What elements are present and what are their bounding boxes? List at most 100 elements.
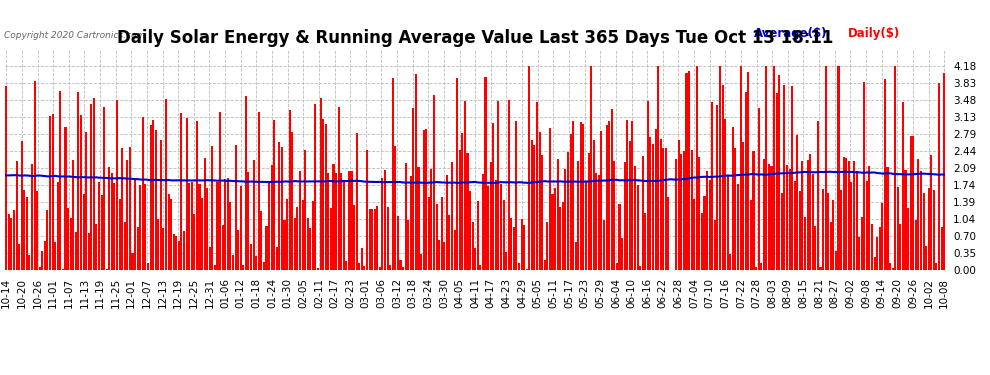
Bar bbox=[317, 268, 319, 270]
Bar bbox=[18, 244, 20, 270]
Bar bbox=[273, 120, 275, 270]
Bar bbox=[828, 193, 830, 270]
Bar bbox=[268, 181, 270, 270]
Bar bbox=[680, 154, 682, 270]
Bar bbox=[371, 209, 373, 270]
Bar bbox=[333, 164, 335, 270]
Bar bbox=[642, 156, 644, 270]
Bar bbox=[299, 171, 301, 270]
Bar bbox=[366, 150, 368, 270]
Bar bbox=[847, 161, 849, 270]
Bar bbox=[384, 171, 386, 270]
Bar bbox=[363, 266, 365, 270]
Bar bbox=[768, 164, 770, 270]
Bar bbox=[598, 175, 600, 270]
Bar bbox=[749, 200, 752, 270]
Bar bbox=[353, 206, 355, 270]
Bar bbox=[201, 198, 203, 270]
Bar bbox=[145, 184, 147, 270]
Bar bbox=[654, 129, 656, 270]
Bar bbox=[36, 190, 39, 270]
Bar bbox=[238, 231, 240, 270]
Bar bbox=[693, 199, 695, 270]
Bar bbox=[392, 78, 394, 270]
Bar bbox=[817, 121, 819, 270]
Bar bbox=[894, 66, 896, 270]
Bar bbox=[137, 227, 139, 270]
Bar bbox=[783, 86, 785, 270]
Bar bbox=[786, 165, 788, 270]
Bar bbox=[868, 166, 870, 270]
Bar bbox=[569, 134, 571, 270]
Bar bbox=[881, 203, 883, 270]
Bar bbox=[98, 182, 100, 270]
Bar bbox=[436, 204, 438, 270]
Bar bbox=[781, 194, 783, 270]
Bar bbox=[742, 142, 744, 270]
Bar bbox=[379, 267, 381, 270]
Bar bbox=[26, 197, 28, 270]
Bar bbox=[222, 225, 224, 270]
Bar bbox=[394, 146, 396, 270]
Bar bbox=[500, 184, 502, 270]
Bar bbox=[444, 242, 446, 270]
Text: Average($): Average($) bbox=[753, 27, 827, 40]
Bar bbox=[791, 86, 793, 270]
Bar bbox=[441, 197, 443, 270]
Bar bbox=[343, 180, 345, 270]
Bar bbox=[582, 124, 584, 270]
Bar bbox=[907, 208, 909, 270]
Bar bbox=[433, 94, 435, 270]
Bar bbox=[871, 224, 873, 270]
Bar bbox=[559, 207, 561, 270]
Bar bbox=[762, 159, 765, 270]
Bar bbox=[667, 197, 669, 270]
Bar bbox=[157, 219, 159, 270]
Bar bbox=[719, 66, 721, 270]
Bar bbox=[451, 162, 453, 270]
Bar bbox=[397, 216, 399, 270]
Bar bbox=[167, 194, 169, 270]
Bar bbox=[574, 242, 577, 270]
Bar bbox=[546, 222, 548, 270]
Bar bbox=[482, 174, 484, 270]
Bar bbox=[214, 265, 216, 270]
Bar bbox=[330, 208, 332, 270]
Bar bbox=[497, 100, 499, 270]
Bar bbox=[595, 173, 597, 270]
Bar bbox=[585, 181, 587, 270]
Bar bbox=[508, 100, 510, 270]
Bar bbox=[773, 66, 775, 270]
Bar bbox=[688, 70, 690, 270]
Bar bbox=[778, 75, 780, 270]
Bar bbox=[531, 140, 533, 270]
Bar bbox=[858, 237, 860, 270]
Bar bbox=[178, 241, 180, 270]
Bar bbox=[662, 148, 664, 270]
Bar bbox=[108, 167, 110, 270]
Bar bbox=[428, 197, 430, 270]
Bar bbox=[740, 66, 742, 270]
Bar bbox=[704, 196, 706, 270]
Bar bbox=[640, 266, 642, 270]
Bar bbox=[106, 269, 108, 270]
Bar bbox=[69, 218, 71, 270]
Bar bbox=[490, 162, 492, 270]
Bar bbox=[243, 264, 245, 270]
Bar bbox=[619, 204, 621, 270]
Bar bbox=[263, 262, 265, 270]
Bar bbox=[368, 209, 370, 270]
Bar bbox=[116, 100, 118, 270]
Bar bbox=[487, 186, 489, 270]
Bar bbox=[529, 66, 531, 270]
Bar bbox=[412, 108, 415, 270]
Bar bbox=[587, 153, 590, 270]
Bar bbox=[386, 207, 389, 270]
Bar bbox=[518, 263, 520, 270]
Bar bbox=[879, 227, 881, 270]
Bar bbox=[685, 73, 687, 270]
Bar bbox=[863, 82, 865, 270]
Bar bbox=[224, 179, 227, 270]
Bar bbox=[855, 171, 857, 270]
Bar bbox=[134, 180, 136, 270]
